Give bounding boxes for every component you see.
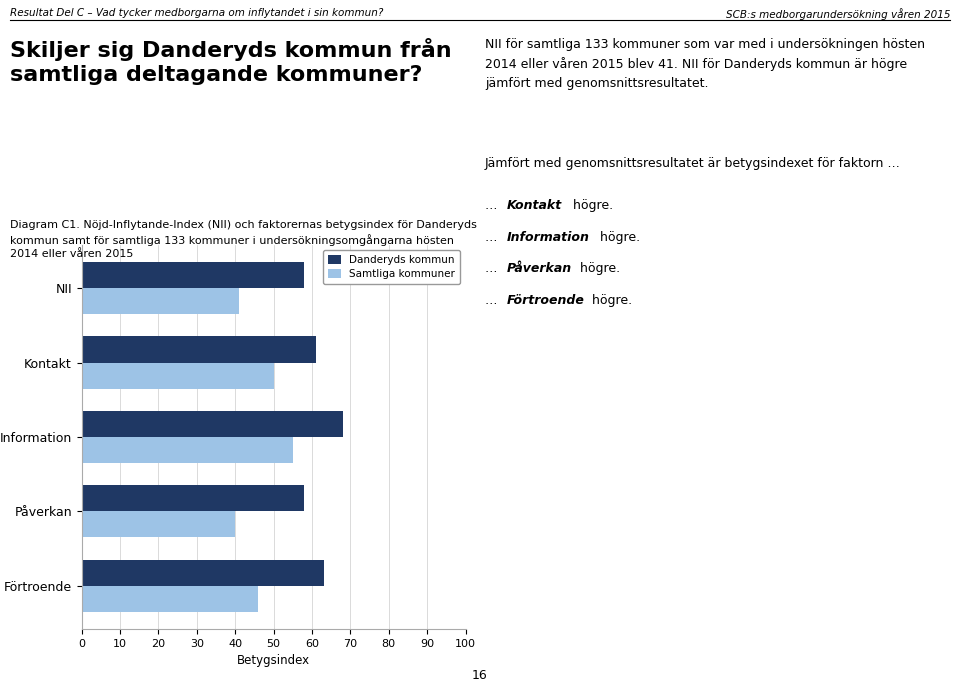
Text: …: … (485, 294, 501, 307)
Bar (82, 363, 274, 389)
Text: Jämfört med genomsnittsresultatet är betygsindexet för faktorn …: Jämfört med genomsnittsresultatet är bet… (485, 157, 900, 171)
Bar (82, 437, 293, 463)
Bar (82, 586, 258, 612)
Text: högre.: högre. (588, 294, 633, 307)
Text: Påverkan: Påverkan (507, 262, 572, 275)
Text: Information: Information (507, 231, 589, 244)
Text: högre.: högre. (596, 231, 640, 244)
Bar (82, 511, 235, 538)
Bar (82, 262, 304, 288)
Text: Resultat Del C – Vad tycker medborgarna om inflytandet i sin kommun?: Resultat Del C – Vad tycker medborgarna … (10, 8, 383, 18)
Text: Kontakt: Kontakt (507, 199, 563, 212)
Bar (82, 411, 343, 437)
Text: högre.: högre. (569, 199, 613, 212)
Text: …: … (485, 262, 501, 275)
Text: Skiljer sig Danderyds kommun från
samtliga deltagande kommuner?: Skiljer sig Danderyds kommun från samtli… (10, 38, 451, 85)
Text: NII för samtliga 133 kommuner som var med i undersökningen hösten
2014 eller vår: NII för samtliga 133 kommuner som var me… (485, 38, 924, 90)
Text: …: … (485, 231, 501, 244)
Text: högre.: högre. (576, 262, 620, 275)
X-axis label: Betygsindex: Betygsindex (237, 654, 310, 668)
Text: 16: 16 (472, 668, 488, 682)
Text: Diagram C1. Nöjd-Inflytande-Index (NII) och faktorernas betygsindex för Danderyd: Diagram C1. Nöjd-Inflytande-Index (NII) … (10, 220, 476, 259)
Bar (82, 485, 304, 511)
Bar (82, 288, 239, 314)
Bar (82, 560, 324, 586)
Text: …: … (485, 199, 501, 212)
Bar (82, 336, 316, 363)
Text: SCB:s medborgarundersökning våren 2015: SCB:s medborgarundersökning våren 2015 (726, 8, 950, 20)
Text: Förtroende: Förtroende (507, 294, 585, 307)
Legend: Danderyds kommun, Samtliga kommuner: Danderyds kommun, Samtliga kommuner (324, 250, 461, 284)
